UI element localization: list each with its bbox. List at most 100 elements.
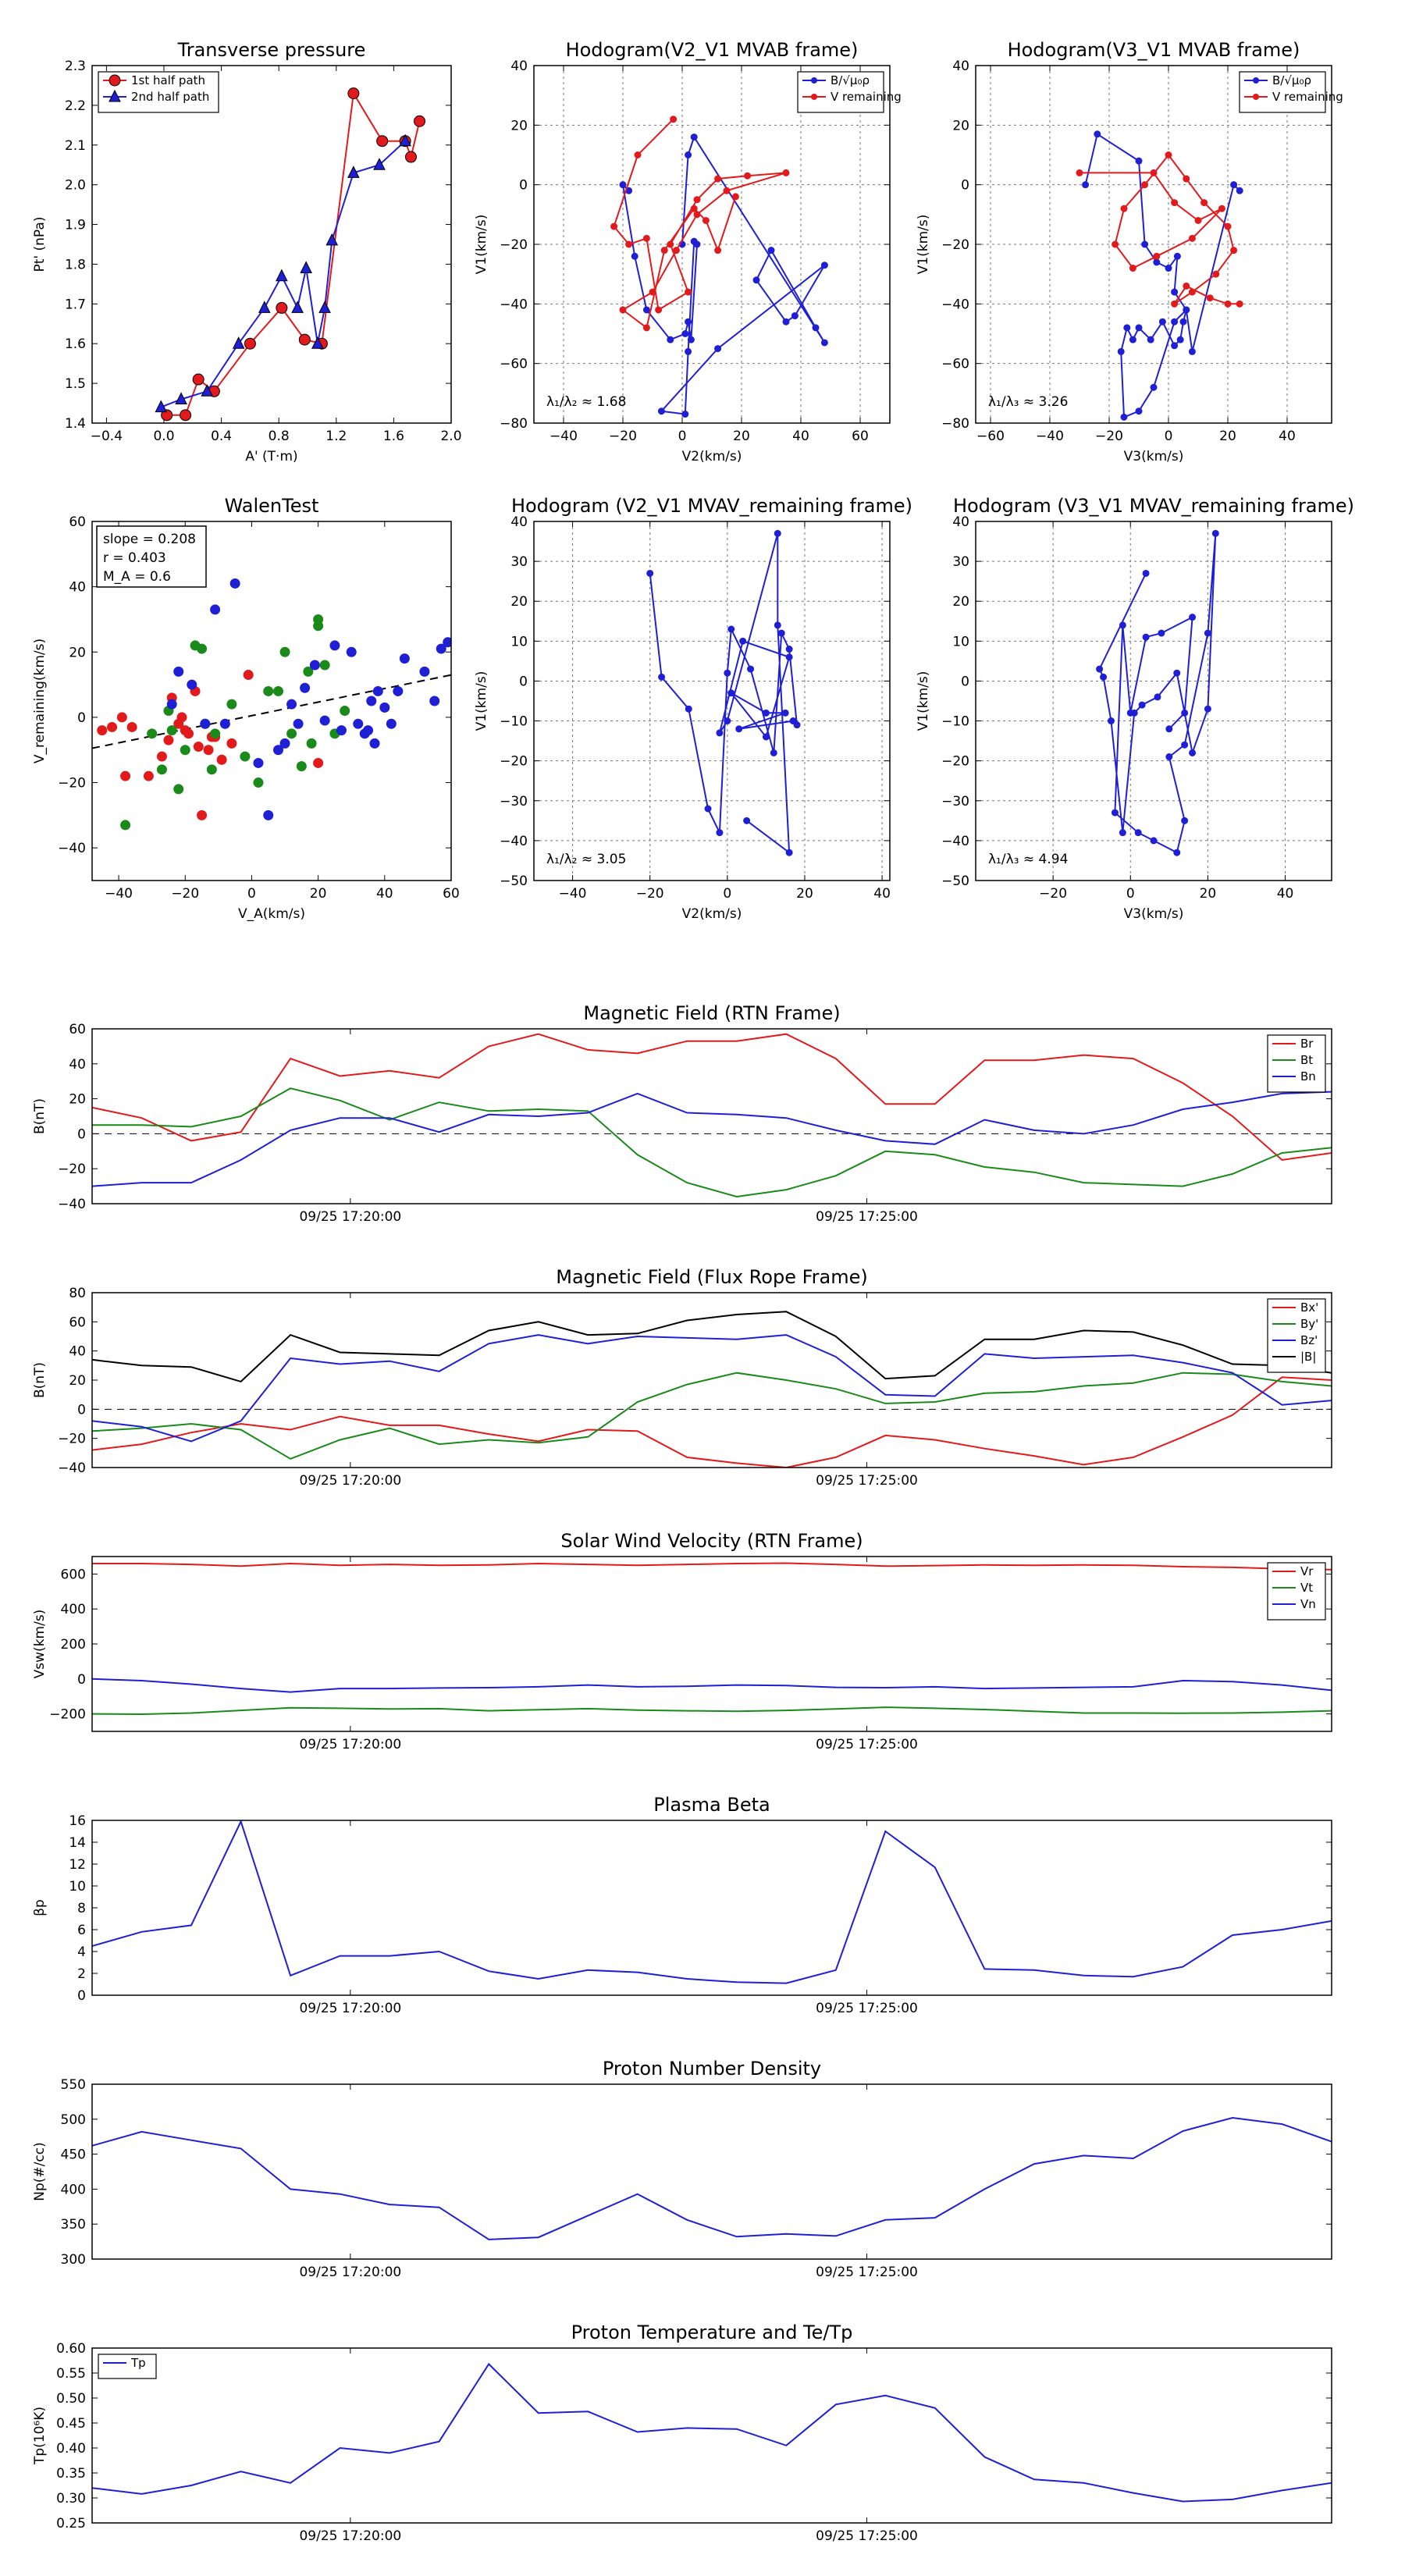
x-tick-label: 40 — [1279, 429, 1296, 444]
data-point — [1135, 324, 1143, 332]
x-tick-label: 20 — [1219, 429, 1236, 444]
y-tick-label: 1.4 — [65, 416, 86, 432]
x-tick-label: 1.2 — [325, 429, 347, 444]
legend-label: Bn — [1300, 1069, 1316, 1083]
data-point — [1082, 181, 1090, 189]
chart-pnd: Proton Number Density 09/25 17:20:00 09/25… — [32, 2058, 1332, 2280]
y-tick-label: 0 — [77, 1672, 86, 1688]
x-tick-label: 0 — [1126, 886, 1135, 902]
data-point — [762, 709, 770, 717]
y-tick-label: 2.0 — [65, 178, 86, 194]
data-point — [1126, 709, 1134, 717]
y-tick-label: 500 — [61, 2112, 86, 2128]
data-point — [747, 665, 755, 673]
legend-label: Vr — [1300, 1564, 1314, 1578]
data-point — [243, 670, 254, 681]
x-tick-label: 0.4 — [211, 429, 232, 444]
data-point — [1181, 817, 1189, 824]
legend-label: B/√μ₀ρ — [1272, 73, 1311, 87]
data-point — [180, 745, 190, 756]
x-tick-label: 0.0 — [153, 429, 174, 444]
data-point — [672, 247, 680, 254]
data-point — [319, 660, 330, 671]
data-point — [723, 187, 731, 194]
y-tick-label: −50 — [500, 873, 528, 889]
data-point — [347, 87, 360, 100]
data-point — [386, 718, 397, 729]
series-line-Vr — [92, 1562, 1332, 1571]
data-point — [1165, 725, 1173, 733]
legend-marker — [811, 94, 817, 100]
data-point — [1171, 288, 1179, 296]
data-point — [1230, 181, 1238, 189]
x-tick-label: 09/25 17:25:00 — [816, 2528, 918, 2544]
data-point — [279, 646, 290, 657]
legend-marker — [811, 77, 817, 84]
data-point — [210, 604, 221, 615]
data-point — [655, 306, 663, 314]
data-point — [762, 733, 770, 741]
data-point — [634, 151, 642, 158]
x-tick-label: 0 — [723, 886, 731, 902]
series-line-Np — [92, 2116, 1332, 2240]
data-point — [1183, 175, 1190, 183]
x-tick-label: 09/25 17:20:00 — [299, 2265, 401, 2280]
data-point — [1107, 717, 1115, 725]
data-point — [1173, 849, 1181, 856]
data-point — [263, 809, 274, 820]
data-point — [300, 682, 311, 693]
data-point — [206, 764, 217, 775]
plot-area — [92, 578, 451, 831]
y-tick-label: 20 — [510, 594, 528, 610]
data-point — [286, 699, 297, 710]
data-point — [183, 728, 194, 739]
y-tick-label: 0 — [519, 178, 528, 194]
series-line-Vt — [92, 1706, 1332, 1716]
data-point — [744, 172, 752, 180]
y-tick-label: 6 — [77, 1923, 86, 1938]
y-tick-label: 2.3 — [65, 59, 86, 74]
y-axis-label: B(nT) — [32, 1362, 48, 1398]
data-point — [681, 330, 689, 337]
data-point — [219, 718, 230, 729]
chart-title: Solar Wind Velocity (RTN Frame) — [560, 1530, 863, 1552]
x-tick-label: 1.6 — [383, 429, 404, 444]
data-point — [735, 725, 743, 733]
data-point — [1119, 621, 1126, 629]
data-point — [155, 400, 168, 413]
x-axis-label: V3(km/s) — [1124, 906, 1184, 922]
data-point — [1135, 407, 1143, 415]
y-tick-label: 0 — [77, 1126, 86, 1142]
y-tick-label: 600 — [61, 1567, 86, 1582]
x-tick-label: 0 — [678, 429, 687, 444]
x-tick-label: 09/25 17:25:00 — [816, 1209, 918, 1225]
legend: Tp — [98, 2354, 157, 2379]
y-tick-label: 10 — [952, 634, 969, 649]
data-point — [353, 718, 364, 729]
data-point — [192, 373, 205, 386]
series-line-Bn — [92, 1091, 1332, 1187]
legend-label: 1st half path — [131, 73, 205, 87]
data-point — [193, 742, 204, 753]
chart-title: WalenTest — [225, 495, 319, 517]
y-tick-label: −20 — [58, 1162, 86, 1177]
data-point — [1135, 157, 1143, 165]
series-line-V remaining — [1080, 153, 1240, 305]
data-point — [319, 715, 330, 726]
plot-area — [92, 1311, 1332, 1468]
axes-frame — [533, 65, 891, 424]
data-point — [1165, 151, 1172, 158]
y-axis-label: V_remaining(km/s) — [32, 639, 48, 763]
x-tick-label: −40 — [105, 886, 133, 902]
legend-box — [1267, 1034, 1326, 1093]
x-tick-label: 09/25 17:25:00 — [816, 1473, 918, 1489]
y-tick-label: 350 — [61, 2217, 86, 2233]
legend-box — [1267, 1562, 1326, 1621]
y-tick-label: 0.35 — [56, 2466, 86, 2482]
series-line-Vn — [92, 1678, 1332, 1693]
y-tick-label: −60 — [500, 357, 528, 372]
y-tick-label: 1.5 — [65, 376, 86, 392]
data-point — [1153, 258, 1161, 266]
data-point — [399, 133, 411, 147]
data-point — [1176, 336, 1184, 343]
